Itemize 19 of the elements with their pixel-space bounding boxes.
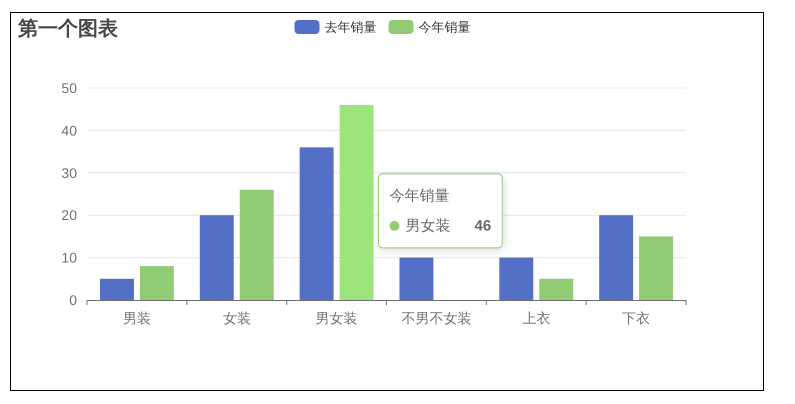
- y-tick-label: 0: [69, 292, 78, 308]
- x-tick-label: 下衣: [622, 310, 650, 326]
- legend-label: 今年销量: [418, 20, 470, 34]
- y-tick-label: 10: [61, 250, 78, 266]
- y-tick-label: 30: [61, 164, 78, 181]
- x-tick-label: 不男不女装: [401, 310, 472, 326]
- annotation: 46: [474, 217, 492, 234]
- legend-label: 去年销量: [324, 20, 376, 34]
- annotation: 男女装: [406, 217, 451, 234]
- tooltip: 今年销量 男女装 46: [378, 173, 503, 248]
- annotation: 今年销量: [390, 187, 450, 204]
- x-tick-label: 男装: [122, 310, 151, 326]
- x-tick-label: 男女装: [316, 310, 358, 326]
- x-tick-label: 上衣: [522, 310, 550, 326]
- chart-title: 第一个图表: [17, 18, 118, 40]
- x-tick-label: 女装: [222, 310, 251, 326]
- y-tick-label: 20: [61, 207, 78, 224]
- y-tick-label: 40: [61, 122, 78, 138]
- y-tick-label: 50: [61, 80, 78, 96]
